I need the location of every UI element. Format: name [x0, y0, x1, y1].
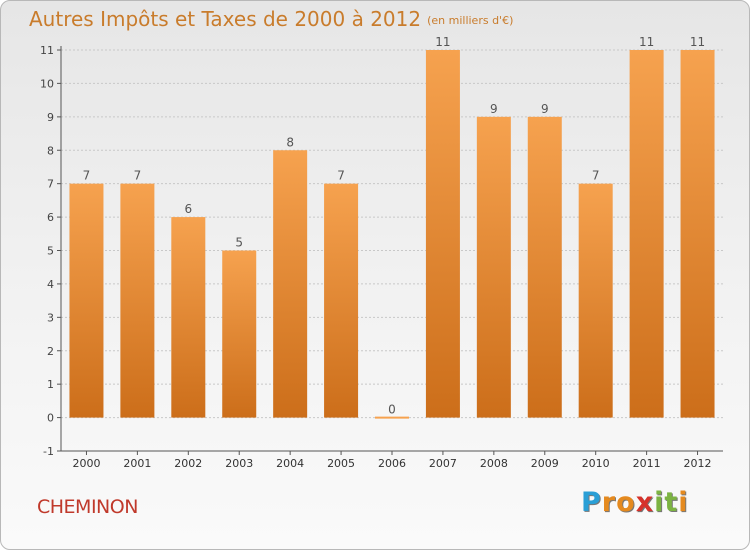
data-label: 11	[435, 35, 450, 49]
data-label: 6	[184, 202, 192, 216]
location-name: CHEMINON	[37, 496, 138, 518]
data-label: 7	[83, 169, 91, 183]
logo-letter: t	[664, 487, 679, 518]
bar	[476, 116, 511, 418]
logo-letter: P	[581, 487, 602, 518]
x-tick-label: 2011	[633, 457, 661, 470]
x-tick-label: 2005	[327, 457, 355, 470]
logo-letter: r	[601, 487, 617, 518]
y-tick-label: 9	[47, 111, 54, 124]
proxiti-logo[interactable]: Proxiti	[581, 487, 689, 518]
x-tick-label: 2012	[684, 457, 712, 470]
x-tick-label: 2010	[582, 457, 610, 470]
y-tick-label: 1	[47, 378, 54, 391]
x-tick-label: 2007	[429, 457, 457, 470]
y-tick-label: 10	[40, 77, 54, 90]
data-label: 11	[690, 35, 705, 49]
x-tick-label: 2008	[480, 457, 508, 470]
x-tick-label: 2000	[72, 457, 100, 470]
data-label: 11	[639, 35, 654, 49]
data-label: 8	[286, 135, 294, 149]
bar	[171, 217, 206, 418]
data-label: 7	[134, 169, 142, 183]
logo-letter: i	[654, 487, 665, 518]
y-tick-label: 4	[47, 278, 54, 291]
y-tick-label: 2	[47, 345, 54, 358]
data-label: 5	[235, 236, 243, 250]
bar	[222, 250, 257, 418]
data-label: 9	[541, 102, 549, 116]
x-tick-label: 2002	[174, 457, 202, 470]
y-tick-label: 7	[47, 178, 54, 191]
x-tick-label: 2001	[123, 457, 151, 470]
logo-letter: x	[635, 487, 655, 518]
data-label: 9	[490, 102, 498, 116]
bar	[680, 50, 715, 418]
x-tick-label: 2003	[225, 457, 253, 470]
bar	[527, 116, 562, 418]
data-label: 7	[592, 169, 600, 183]
y-tick-label: -1	[43, 445, 54, 458]
y-tick-label: 3	[47, 311, 54, 324]
bar	[425, 50, 460, 418]
data-label: 0	[388, 403, 396, 417]
data-label: 7	[337, 169, 345, 183]
bar	[578, 183, 613, 418]
y-tick-label: 6	[47, 211, 54, 224]
y-tick-label: 5	[47, 245, 54, 258]
y-tick-label: 0	[47, 412, 54, 425]
x-tick-label: 2004	[276, 457, 304, 470]
bar	[120, 183, 155, 418]
logo-letter: o	[616, 487, 636, 518]
chart-title: Autres Impôts et Taxes de 2000 à 2012 (en…	[29, 7, 513, 31]
bar	[324, 183, 359, 418]
bar	[629, 50, 664, 418]
x-tick-label: 2009	[531, 457, 559, 470]
y-tick-label: 11	[40, 44, 54, 57]
bar	[69, 183, 104, 418]
chart-title-text: Autres Impôts et Taxes de 2000 à 2012	[29, 7, 422, 31]
y-tick-label: 8	[47, 144, 54, 157]
x-tick-label: 2006	[378, 457, 406, 470]
chart-subtitle: (en milliers d'€)	[427, 14, 514, 27]
bar	[273, 150, 308, 418]
logo-letter: i	[678, 487, 689, 518]
